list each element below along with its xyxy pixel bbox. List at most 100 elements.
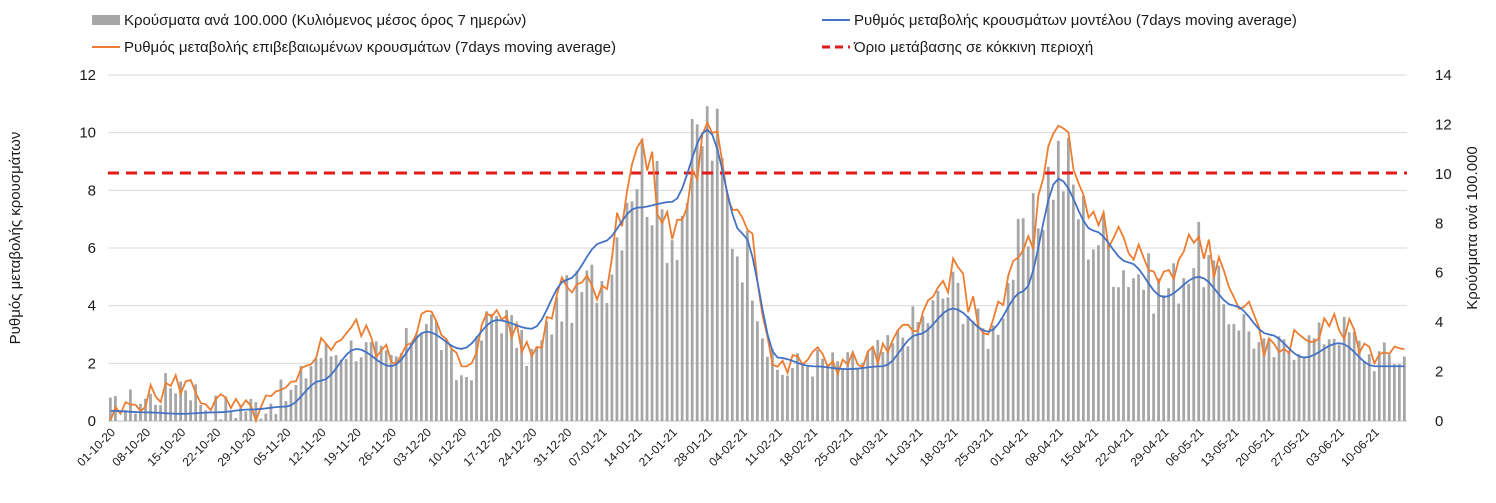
bar [931,300,935,421]
bar [1142,289,1145,421]
y-right-tick-label: 12 [1435,116,1452,133]
bar [530,348,534,421]
y-right-tick-label: 0 [1435,413,1443,430]
y-left-tick-label: 4 [88,298,96,315]
bar [1282,339,1286,421]
bar [991,325,995,421]
x-tick-label: 04-02-21 [706,425,750,469]
bar [695,124,699,421]
bar [505,309,508,421]
bar [720,158,724,421]
bar [831,352,834,421]
bar [149,393,152,421]
bar [1352,331,1356,421]
bar [254,402,258,421]
bar [284,401,288,421]
bar [1312,338,1316,421]
bar [841,369,845,421]
bar [1137,274,1140,421]
bar [460,375,463,421]
y-left-axis-title: Ρυθμός μεταβολής κρουσμάτων [7,132,24,345]
bar [781,374,784,421]
bar [1227,324,1231,421]
bar [565,275,569,421]
bar [1001,318,1005,421]
bar [705,106,709,422]
bar [475,336,478,421]
bar [1237,330,1241,421]
bar [1177,303,1181,421]
legend-threshold-label: Όριο μετάβασης σε κόκκινη περιοχή [853,39,1093,56]
bar [329,356,333,421]
bar [239,404,243,421]
bar [1082,195,1085,421]
bar [169,388,172,421]
bar [219,419,223,421]
bar [801,364,804,421]
bar [665,263,669,421]
bar [294,385,298,421]
bar [1061,191,1065,421]
bar [1026,246,1030,421]
bar [314,358,318,421]
bar [274,414,278,421]
bar [1202,287,1206,421]
bar [901,337,905,421]
bar [715,108,719,421]
bar [976,308,980,421]
lines-layer [109,120,1405,424]
bar [826,365,829,421]
y-right-tick-label: 2 [1435,364,1443,381]
x-tick-label: 04-03-21 [847,425,891,469]
bar [1157,278,1160,421]
bar [550,334,554,421]
bar [610,274,614,421]
bar [1182,278,1186,421]
bar [1327,339,1331,421]
bar [515,347,519,421]
bar [1277,336,1281,421]
bar [1262,338,1266,421]
bar [194,384,198,421]
bar [1107,245,1110,421]
bar [419,333,423,421]
bar [595,302,599,421]
bar [450,349,453,421]
bar [1046,166,1050,421]
bar [856,368,860,421]
legend: Κρούσματα ανά 100.000 (Κυλιόμενος μέσος … [92,12,1297,56]
bar [374,341,378,421]
bar [1367,354,1371,421]
bar [1257,342,1261,421]
x-tick-label: 10-06-21 [1338,425,1382,469]
bar [590,264,594,421]
bar [811,376,814,421]
bar [1307,335,1311,421]
bar [700,146,704,421]
bar [806,366,809,421]
bar [776,369,779,421]
bar [1337,344,1341,421]
bar [821,358,824,421]
bar [1076,219,1080,421]
bar [690,119,694,422]
bar [1071,184,1075,421]
bar [911,306,915,421]
bar [1392,364,1396,421]
legend-confirmed-label: Ρυθμός μεταβολής επιβεβαιωμένων κρουσμάτ… [124,39,616,56]
bar [1242,314,1246,421]
bar [966,315,970,421]
bar [279,379,283,421]
bar [1387,354,1391,421]
bar [1372,371,1376,421]
bar [1087,259,1090,421]
bar [836,361,839,421]
bar [500,333,503,421]
bar [309,366,313,421]
bar [650,225,654,421]
bar [675,259,679,421]
bar [986,348,990,421]
bar [640,138,644,422]
bar [389,354,393,421]
